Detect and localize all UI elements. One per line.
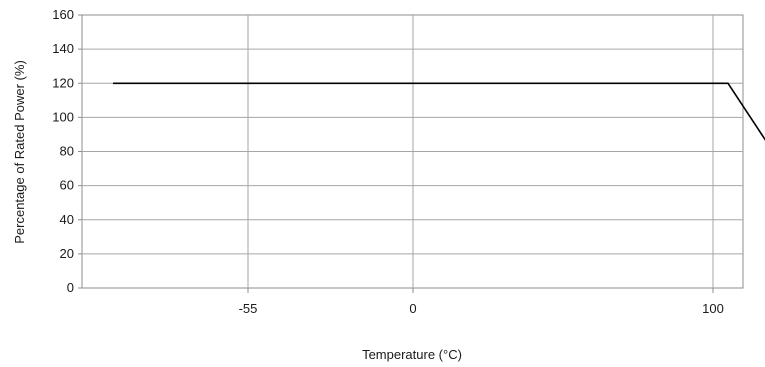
x-tick-label: -55 [239, 301, 258, 316]
y-tick-label: 40 [60, 212, 74, 227]
x-tick-label: 0 [409, 301, 416, 316]
y-tick-label: 120 [52, 75, 74, 90]
y-tick-label: 60 [60, 178, 74, 193]
y-tick-label: 0 [67, 280, 74, 295]
y-axis-title: Percentage of Rated Power (%) [12, 60, 27, 244]
y-tick-label: 100 [52, 109, 74, 124]
x-tick-label: 100 [702, 301, 724, 316]
y-tick-label: 20 [60, 246, 74, 261]
x-axis-title: Temperature (°C) [362, 347, 462, 362]
grid-layer [81, 14, 744, 289]
series-layer [113, 82, 765, 141]
y-tick-label: 80 [60, 144, 74, 159]
y-tick-label: 160 [52, 7, 74, 22]
series-line [113, 82, 765, 141]
y-tick-label: 140 [52, 41, 74, 56]
